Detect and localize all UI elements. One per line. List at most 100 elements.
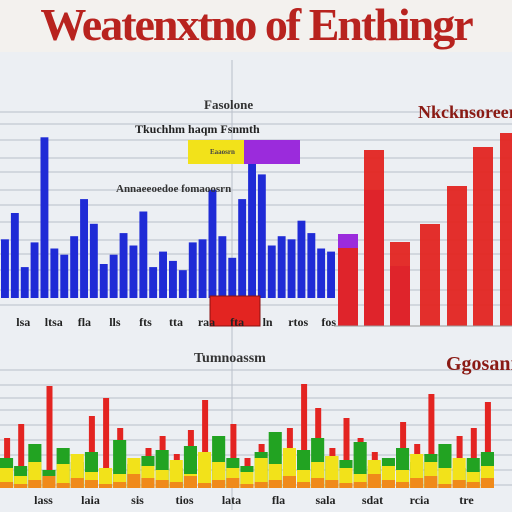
bar — [287, 239, 296, 298]
bar — [50, 248, 59, 298]
bar — [325, 480, 339, 488]
bar — [410, 478, 424, 488]
bar — [178, 270, 187, 298]
bar — [56, 483, 70, 488]
tick-label: tta — [169, 315, 183, 329]
bar — [20, 267, 29, 298]
bar — [159, 251, 167, 298]
bar — [109, 254, 118, 298]
tick-label: laia — [81, 493, 100, 507]
bar — [212, 480, 226, 488]
bar — [28, 480, 42, 488]
tick-label: fta — [230, 315, 244, 329]
chart-title: Fasolone — [204, 97, 253, 112]
bar — [42, 476, 56, 488]
bar — [254, 482, 268, 488]
legend-swatch-yellow — [188, 140, 244, 164]
bar — [198, 452, 212, 488]
bar — [46, 386, 53, 488]
bar — [113, 482, 127, 488]
bottom-chart: Tumnoassm Ggosanr lass laia sis tios lata fla sa… — [0, 351, 512, 507]
bar — [257, 174, 266, 298]
bar — [500, 133, 512, 326]
legend-swatch-purple — [244, 140, 300, 164]
tick-label: raa — [198, 315, 215, 329]
bar — [18, 424, 25, 488]
bar — [480, 478, 494, 488]
bar — [396, 482, 410, 488]
bar — [56, 464, 70, 488]
bar — [238, 199, 247, 298]
tick-label: tre — [459, 493, 474, 507]
top-left-chart: Fasolone Tkuchhm haqm Fsnmth Annaeeoedoe f… — [1, 97, 336, 329]
bar — [208, 189, 217, 298]
tick-label: ltsa — [45, 315, 63, 329]
bar — [149, 267, 158, 298]
tick-label: sis — [131, 493, 144, 507]
bar — [139, 211, 148, 298]
chart-subtitle: Tkuchhm haqm Fsnmth — [135, 122, 260, 136]
bar — [473, 147, 493, 326]
bar — [339, 483, 353, 488]
bar — [267, 245, 276, 298]
bar — [169, 482, 183, 488]
bar — [428, 394, 435, 488]
bar — [381, 480, 395, 488]
bar — [14, 484, 28, 488]
bar — [188, 242, 197, 298]
bar — [317, 248, 326, 298]
bar — [198, 239, 207, 298]
bar — [169, 260, 177, 298]
bar — [364, 150, 384, 326]
tick-label: rtos — [288, 315, 308, 329]
tick-label: tios — [176, 493, 194, 507]
chart-title: Tumnoassm — [194, 351, 266, 366]
bar — [169, 460, 183, 488]
bar — [218, 236, 227, 298]
bar — [390, 242, 410, 326]
bar — [198, 483, 212, 488]
bar — [268, 480, 282, 488]
bar — [248, 162, 256, 298]
highlight-box — [209, 295, 261, 327]
top-right-chart: Nkcknsoreer — [334, 102, 512, 327]
legend-entry: Eaaosrn — [210, 148, 235, 156]
bar — [447, 186, 467, 326]
bar — [240, 484, 254, 488]
bar — [226, 478, 240, 488]
bar — [452, 480, 466, 488]
bar — [367, 474, 381, 488]
bar — [70, 236, 79, 298]
chart-title: Nkcknsoreer — [418, 102, 512, 122]
bar — [338, 248, 358, 326]
bar — [484, 402, 491, 488]
bar — [141, 478, 155, 488]
bar — [297, 482, 311, 488]
bar — [103, 398, 110, 488]
bar — [327, 251, 335, 298]
tick-label: fla — [78, 315, 91, 329]
header-band — [0, 0, 512, 52]
bar — [127, 474, 141, 488]
bar — [438, 484, 452, 488]
bar — [10, 213, 19, 298]
bar — [60, 254, 69, 298]
bar — [228, 257, 237, 298]
bar — [230, 424, 237, 488]
bar — [353, 482, 367, 488]
bar — [277, 236, 286, 298]
bar — [0, 482, 14, 488]
tick-label: lls — [109, 315, 121, 329]
tick-label: fla — [272, 493, 285, 507]
bar — [1, 239, 9, 298]
bar — [438, 468, 452, 488]
side-label: Ggosanr — [446, 353, 512, 375]
bar — [282, 476, 296, 488]
bar — [129, 245, 138, 298]
bar — [99, 468, 113, 488]
bar — [40, 137, 49, 298]
tick-label: fts — [139, 315, 152, 329]
bar — [254, 458, 268, 488]
bar — [80, 199, 88, 298]
